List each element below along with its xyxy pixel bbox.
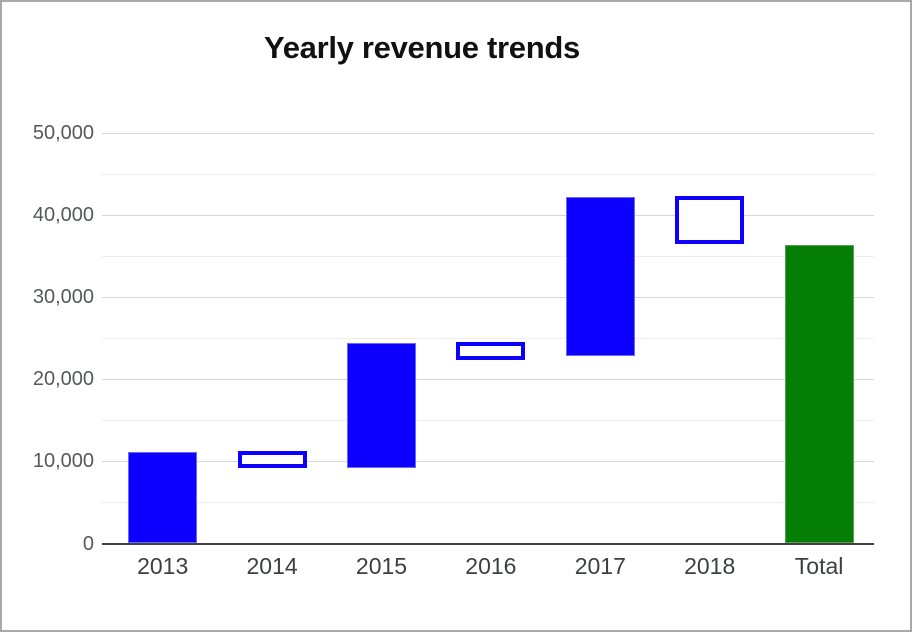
minor-gridline [102, 419, 874, 421]
y-tick-label: 20,000 [32, 368, 94, 391]
x-tick-label: 2017 [574, 553, 626, 579]
bar-2013-increase[interactable] [128, 451, 198, 544]
bar-total-total[interactable] [784, 245, 854, 544]
y-tick-label: 0 [82, 532, 94, 555]
minor-gridline [102, 337, 874, 339]
minor-gridline [102, 501, 874, 503]
minor-gridline [102, 255, 874, 257]
minor-gridline [102, 173, 874, 175]
bar-2014-decrease[interactable] [237, 450, 307, 468]
x-tick-label: 2013 [137, 553, 189, 579]
y-tick-label: 40,000 [32, 204, 94, 227]
major-gridline [102, 296, 874, 298]
x-tick-label: 2016 [465, 553, 517, 579]
major-gridline [102, 378, 874, 380]
y-tick-label: 10,000 [32, 450, 94, 473]
bar-2017-increase[interactable] [565, 197, 635, 357]
x-tick-label: 2014 [246, 553, 298, 579]
x-tick-label: Total [794, 553, 844, 579]
x-axis-baseline [102, 542, 874, 545]
bar-2015-increase[interactable] [347, 343, 416, 468]
major-gridline [102, 460, 874, 462]
bar-2018-decrease[interactable] [675, 196, 745, 244]
major-gridline [102, 132, 874, 134]
bar-2016-decrease[interactable] [456, 342, 526, 360]
y-tick-label: 30,000 [32, 286, 94, 309]
x-tick-label: 2018 [684, 553, 736, 579]
major-gridline [102, 214, 874, 216]
chart-title: Yearly revenue trends [264, 30, 580, 65]
x-tick-label: 2015 [355, 553, 408, 579]
y-tick-label: 50,000 [32, 122, 94, 144]
